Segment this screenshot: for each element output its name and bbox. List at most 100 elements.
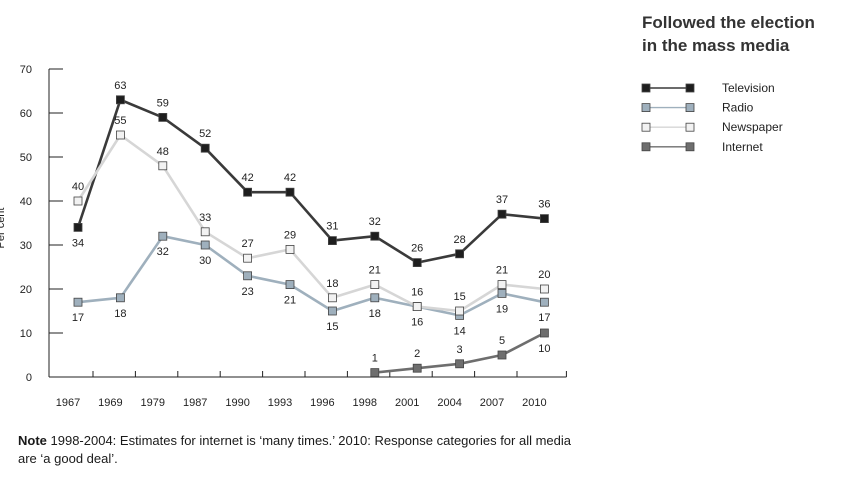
y-tick-label-60: 60: [20, 108, 32, 120]
legend-marker-start-newspaper: [641, 122, 651, 132]
data-label-newspaper-2007: 21: [496, 265, 508, 277]
series-line-radio: [77, 234, 545, 317]
data-label-television-2004: 28: [453, 234, 465, 246]
data-label-internet-2004: 3: [457, 344, 463, 356]
data-label-television-1998: 32: [369, 216, 381, 228]
data-label-newspaper-1969: 55: [114, 115, 126, 127]
series-line-television: [76, 98, 545, 264]
x-tick-label-1996: 1996: [310, 397, 334, 409]
data-label-television-1996: 31: [326, 221, 338, 233]
point-radio-1998: [370, 293, 380, 303]
data-label-radio-1996: 15: [326, 321, 338, 333]
y-tick-label-10: 10: [20, 328, 32, 340]
legend-marker-end-newspaper: [685, 122, 695, 132]
x-tick-label-1990: 1990: [225, 397, 249, 409]
x-tick-label-1987: 1987: [183, 397, 207, 409]
point-newspaper-1998: [370, 280, 380, 290]
point-television-1969: [116, 95, 125, 105]
point-television-1967: [73, 222, 83, 232]
point-radio-2007: [497, 288, 507, 298]
point-internet-2001: [412, 363, 422, 373]
point-radio-1979: [158, 231, 168, 241]
data-label-television-1990: 42: [241, 172, 253, 184]
x-tick-label-1998: 1998: [353, 397, 377, 409]
data-label-internet-1998: 1: [372, 353, 378, 365]
point-radio-1967: [73, 297, 83, 307]
legend-item-newspaper: Newspaper: [641, 120, 783, 134]
data-label-television-2007: 37: [496, 194, 508, 206]
series-radio: 17 18 32 30 23 21 15 18 16 14 19 17: [72, 231, 551, 337]
y-tick-label-20: 20: [20, 284, 32, 296]
point-newspaper-1967: [73, 196, 83, 206]
point-radio-1987: [200, 240, 210, 250]
point-television-1979: [158, 113, 168, 122]
data-label-newspaper-1993: 29: [284, 229, 296, 241]
point-newspaper-1979: [158, 161, 168, 171]
point-radio-2010: [540, 297, 549, 307]
x-tick-label-1969: 1969: [98, 397, 122, 409]
legend-marker-end-internet: [685, 142, 695, 152]
y-tick-label-30: 30: [20, 240, 32, 252]
legend-item-television: Television: [641, 81, 775, 95]
point-newspaper-1996: [327, 293, 337, 303]
point-newspaper-2004: [455, 306, 465, 316]
series-internet: 1 2 3 5 10: [370, 328, 551, 378]
chart-title: Followed the election in the mass media: [642, 13, 815, 55]
chart-title-line-2: in the mass media: [642, 36, 790, 55]
legend-marker-start-television: [641, 83, 651, 93]
chart-note: Note 1998-2004: Estimates for internet i…: [18, 432, 578, 468]
point-radio-1993: [285, 280, 295, 290]
data-label-newspaper-1996: 18: [326, 278, 338, 290]
x-tick-label-1993: 1993: [268, 397, 292, 409]
y-tick-label-70: 70: [20, 64, 32, 76]
point-television-1998: [370, 231, 380, 241]
data-label-radio-2010: 17: [538, 312, 550, 324]
legend-item-radio: Radio: [641, 101, 754, 115]
y-tick-label-50: 50: [20, 152, 32, 164]
point-newspaper-1993: [285, 244, 295, 254]
data-label-television-1979: 59: [157, 97, 169, 109]
point-internet-2010: [540, 328, 549, 338]
data-label-television-1987: 52: [199, 128, 211, 140]
point-television-1996: [327, 236, 337, 246]
data-label-newspaper-2004: 15: [453, 291, 465, 303]
data-label-television-2001: 26: [411, 243, 423, 255]
series-television: 34 63 59 52 42 42 31 32 26 28 37 36: [72, 80, 551, 268]
data-label-internet-2001: 2: [414, 348, 420, 360]
point-radio-1969: [116, 293, 125, 303]
note-text: 1998-2004: Estimates for internet is ‘ma…: [18, 433, 572, 466]
data-label-radio-1998: 18: [369, 308, 381, 320]
point-television-1990: [243, 187, 253, 197]
data-label-radio-1987: 30: [199, 255, 211, 267]
data-label-newspaper-1990: 27: [241, 238, 253, 250]
y-axis-title: Per cent: [0, 208, 7, 249]
x-tick-label-2010: 2010: [522, 397, 546, 409]
legend-label-newspaper: Newspaper: [722, 120, 783, 134]
data-label-radio-1990: 23: [241, 286, 253, 298]
chart-title-line-1: Followed the election: [642, 13, 815, 32]
point-newspaper-2010: [540, 284, 549, 294]
data-label-internet-2007: 5: [499, 335, 505, 347]
x-tick-label-1967: 1967: [56, 397, 80, 409]
data-label-newspaper-1967: 40: [72, 181, 84, 193]
data-label-newspaper-2001: 16: [411, 287, 423, 299]
data-label-television-2010: 36: [538, 199, 550, 211]
point-internet-2004: [455, 359, 465, 369]
series-line-newspaper: [76, 133, 545, 313]
data-label-internet-2010: 10: [538, 343, 550, 355]
point-internet-1998: [370, 368, 380, 378]
data-label-newspaper-1979: 48: [157, 146, 169, 158]
y-tick-label-0: 0: [26, 372, 32, 384]
data-label-radio-2007: 19: [496, 303, 508, 315]
y-tick-label-40: 40: [20, 196, 32, 208]
legend-label-internet: Internet: [722, 140, 763, 154]
point-newspaper-2007: [497, 280, 507, 290]
point-newspaper-2001: [412, 302, 422, 312]
note-label: Note: [18, 433, 47, 448]
legend-marker-end-television: [685, 83, 695, 93]
data-label-radio-2001: 16: [411, 317, 423, 329]
data-label-newspaper-1998: 21: [369, 265, 381, 277]
chart-legend: Television Radio Newspaper Internet: [641, 81, 783, 154]
point-television-2004: [455, 249, 465, 259]
